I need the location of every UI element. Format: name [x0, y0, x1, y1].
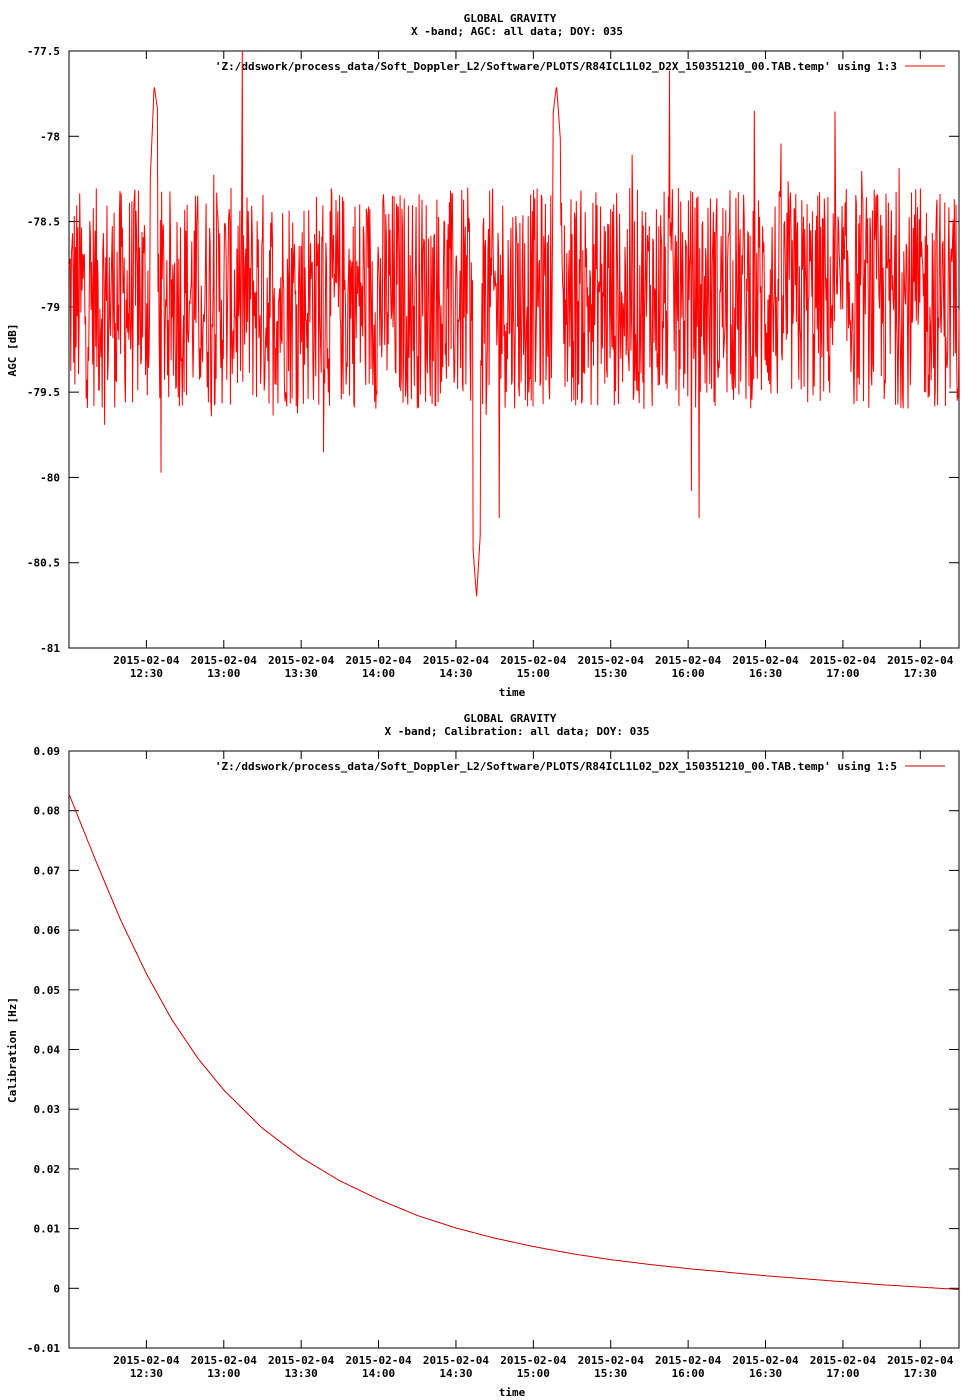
legend-label: 'Z:/ddswork/process_data/Soft_Doppler_L2…	[215, 760, 897, 773]
x-tick-time: 17:00	[826, 667, 859, 680]
y-tick-label: 0.06	[34, 924, 61, 937]
x-tick-date: 2015-02-04	[191, 1354, 258, 1367]
x-axis-label: time	[499, 686, 526, 699]
y-tick-label: -79	[40, 301, 60, 314]
x-tick-date: 2015-02-04	[578, 654, 645, 667]
y-tick-label: -78	[40, 130, 60, 143]
x-tick-date: 2015-02-04	[500, 1354, 567, 1367]
calibration-chart: GLOBAL GRAVITY X -band; Calibration: all…	[6, 712, 960, 1399]
x-tick-time: 16:00	[672, 667, 705, 680]
agc-chart: GLOBAL GRAVITY X -band; AGC: all data; D…	[6, 12, 960, 699]
x-tick-date: 2015-02-04	[732, 654, 799, 667]
x-tick-time: 14:30	[439, 667, 472, 680]
x-tick-time: 15:00	[517, 667, 550, 680]
chart-subtitle: X -band; AGC: all data; DOY: 035	[411, 25, 623, 38]
x-tick-time: 17:00	[826, 1367, 859, 1380]
x-tick-date: 2015-02-04	[268, 654, 335, 667]
chart-title: GLOBAL GRAVITY	[464, 712, 557, 725]
x-tick-date: 2015-02-04	[655, 1354, 722, 1367]
legend-label: 'Z:/ddswork/process_data/Soft_Doppler_L2…	[215, 60, 897, 73]
x-tick-date: 2015-02-04	[191, 654, 258, 667]
x-tick-date: 2015-02-04	[810, 1354, 877, 1367]
y-tick-label: 0.07	[34, 864, 61, 877]
x-tick-time: 12:30	[130, 667, 163, 680]
x-tick-time: 12:30	[130, 1367, 163, 1380]
x-tick-time: 14:30	[439, 1367, 472, 1380]
x-tick-date: 2015-02-04	[345, 1354, 412, 1367]
x-tick-time: 16:30	[749, 1367, 782, 1380]
y-tick-label: 0.01	[34, 1223, 61, 1236]
x-tick-date: 2015-02-04	[500, 654, 567, 667]
x-tick-time: 13:00	[207, 1367, 240, 1380]
x-tick-date: 2015-02-04	[655, 654, 722, 667]
x-tick-time: 15:00	[517, 1367, 550, 1380]
x-axis: 2015-02-0412:302015-02-0413:002015-02-04…	[113, 51, 954, 680]
y-tick-label: -80.5	[27, 557, 60, 570]
plot-frame	[68, 750, 960, 1349]
x-tick-time: 13:30	[285, 667, 318, 680]
x-tick-date: 2015-02-04	[423, 1354, 490, 1367]
y-tick-label: -78.5	[27, 216, 60, 229]
series-calibration	[68, 793, 960, 1290]
x-tick-time: 13:00	[207, 667, 240, 680]
y-tick-label: -80	[40, 471, 60, 484]
x-tick-time: 13:30	[285, 1367, 318, 1380]
y-axis-label: AGC [dB]	[6, 324, 19, 377]
x-tick-date: 2015-02-04	[887, 1354, 954, 1367]
y-tick-label: 0.02	[34, 1163, 61, 1176]
y-tick-label: -0.01	[27, 1342, 60, 1355]
y-tick-label: 0.09	[34, 745, 61, 758]
y-tick-label: 0	[53, 1282, 60, 1295]
x-tick-time: 16:30	[749, 667, 782, 680]
x-axis-label: time	[499, 1386, 526, 1399]
series-agc	[68, 50, 960, 597]
x-tick-time: 14:00	[362, 667, 395, 680]
x-tick-date: 2015-02-04	[732, 1354, 799, 1367]
y-axis: 0.09 0.08 0.07 0.06 0.05 0.04 0.03 0.02 0.01 0 -0.…	[27, 745, 959, 1355]
y-tick-label: -79.5	[27, 386, 60, 399]
x-tick-time: 17:30	[904, 1367, 937, 1380]
x-tick-date: 2015-02-04	[113, 1354, 180, 1367]
chart-subtitle: X -band; Calibration: all data; DOY: 035	[385, 725, 650, 738]
x-tick-date: 2015-02-04	[810, 654, 877, 667]
x-tick-date: 2015-02-04	[423, 654, 490, 667]
y-tick-label: 0.04	[34, 1044, 61, 1057]
x-tick-date: 2015-02-04	[268, 1354, 335, 1367]
x-tick-time: 15:30	[594, 667, 627, 680]
x-tick-time: 17:30	[904, 667, 937, 680]
x-tick-date: 2015-02-04	[345, 654, 412, 667]
y-axis-label: Calibration [Hz]	[6, 997, 19, 1103]
y-tick-label: -77.5	[27, 45, 60, 58]
y-tick-label: 0.03	[34, 1103, 61, 1116]
x-tick-time: 15:30	[594, 1367, 627, 1380]
x-tick-time: 14:00	[362, 1367, 395, 1380]
y-tick-label: 0.08	[34, 805, 61, 818]
x-tick-date: 2015-02-04	[578, 1354, 645, 1367]
y-axis: -77.5 -78 -78.5 -79 -79.5 -80 -80.5 -81	[27, 45, 959, 655]
y-tick-label: 0.05	[34, 984, 61, 997]
x-tick-date: 2015-02-04	[113, 654, 180, 667]
x-axis: 2015-02-0412:302015-02-0413:002015-02-04…	[113, 751, 954, 1380]
chart-title: GLOBAL GRAVITY	[464, 12, 557, 25]
x-tick-date: 2015-02-04	[887, 654, 954, 667]
x-tick-time: 16:00	[672, 1367, 705, 1380]
y-tick-label: -81	[40, 642, 60, 655]
